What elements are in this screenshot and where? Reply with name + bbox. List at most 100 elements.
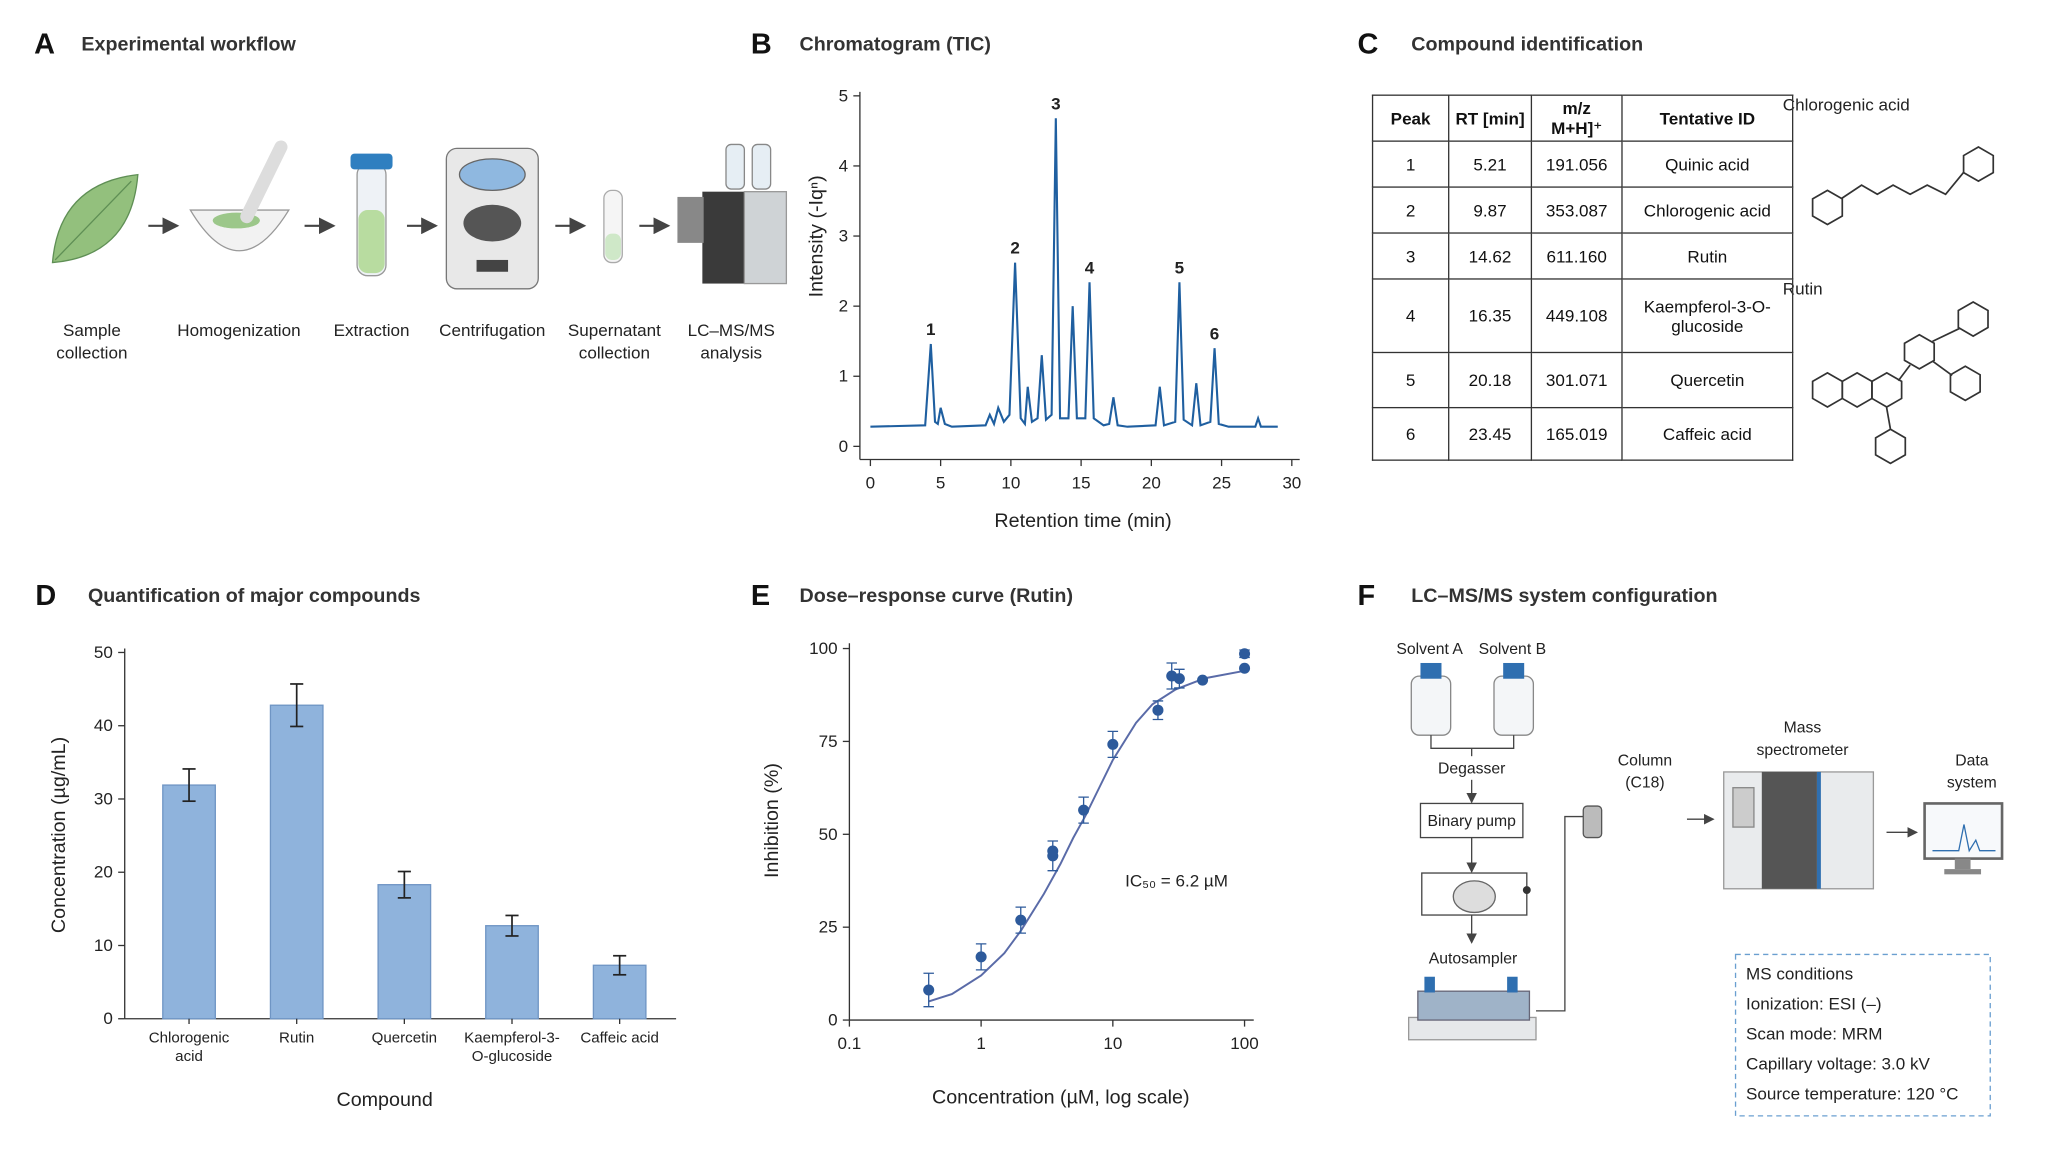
y-tick-label: 10 bbox=[94, 936, 113, 955]
table-cell: Caffeic acid bbox=[1621, 406, 1794, 461]
error-bar bbox=[505, 914, 519, 937]
x-tick-label: 10 bbox=[1103, 1034, 1122, 1053]
y-tick-label: 1 bbox=[839, 367, 848, 386]
table-cell: 14.62 bbox=[1448, 232, 1533, 280]
supernatant bbox=[605, 233, 621, 260]
component-label: Solvent B bbox=[1478, 639, 1547, 658]
tubing bbox=[1535, 815, 1584, 1012]
table-cell: 23.45 bbox=[1448, 406, 1533, 461]
monitor-stand bbox=[1944, 869, 1982, 875]
bottle-icon bbox=[725, 143, 746, 190]
y-axis-title: Concentration (µg/mL) bbox=[48, 737, 70, 933]
system-diagram bbox=[1407, 662, 2004, 1117]
structure-drawing bbox=[1811, 146, 1995, 465]
ring bbox=[1841, 371, 1873, 408]
data-point bbox=[1239, 648, 1251, 660]
data-point bbox=[1197, 674, 1209, 686]
table-cell: 301.071 bbox=[1530, 351, 1623, 409]
peak-label: 4 bbox=[1085, 258, 1095, 277]
table-cell: 16.35 bbox=[1448, 278, 1533, 354]
ring bbox=[1871, 371, 1903, 408]
error-bar bbox=[290, 683, 304, 728]
centrifuge-display bbox=[476, 259, 509, 272]
ring bbox=[1811, 371, 1844, 408]
panel-letter: C bbox=[1357, 29, 1378, 61]
table-row: Peak RT [min] m/z M+H]⁺ Tentative ID bbox=[1371, 94, 1794, 142]
ms-source bbox=[1732, 787, 1755, 828]
data-point bbox=[1078, 804, 1090, 816]
pump-box bbox=[1419, 802, 1524, 839]
table-cell: 165.019 bbox=[1530, 406, 1623, 461]
panel-title: Experimental workflow bbox=[81, 34, 296, 56]
data-point bbox=[1047, 845, 1059, 857]
sample-tray bbox=[1407, 1016, 1537, 1041]
y-tick-label: 0 bbox=[103, 1009, 112, 1028]
x-tick-label: 15 bbox=[1072, 474, 1091, 493]
lcms-module bbox=[702, 191, 745, 284]
table-cell: 611.160 bbox=[1530, 232, 1623, 280]
table-row: 5 20.18 301.071 Quercetin bbox=[1371, 351, 1794, 409]
tube-cap bbox=[350, 153, 393, 170]
bar bbox=[377, 884, 432, 1020]
x-tick-label: Caffeic acid bbox=[580, 1030, 659, 1047]
table-cell: Peak bbox=[1371, 94, 1450, 142]
ms-panel bbox=[1761, 771, 1817, 889]
x-tick-label: 1 bbox=[976, 1034, 985, 1053]
error-bar bbox=[613, 954, 627, 976]
annotation: IC₅₀ = 6.2 µM bbox=[1125, 871, 1228, 890]
x-axis-title: Compound bbox=[336, 1089, 432, 1111]
bond bbox=[1885, 406, 1892, 430]
pestle-icon bbox=[240, 140, 288, 224]
centrifuge-lid bbox=[458, 158, 526, 192]
table-cell: 449.108 bbox=[1530, 278, 1623, 354]
y-tick-label: 0 bbox=[839, 437, 848, 456]
table-row: 1 5.21 191.056 Quinic acid bbox=[1371, 140, 1794, 188]
ring bbox=[1957, 301, 1989, 337]
x-tick-label: 20 bbox=[1142, 474, 1161, 493]
x-tick-label: 0.1 bbox=[838, 1034, 862, 1053]
bond bbox=[1931, 360, 1953, 377]
y-tick-label: 75 bbox=[819, 732, 838, 751]
ring bbox=[1949, 365, 1981, 402]
table-cell: 191.056 bbox=[1530, 140, 1623, 188]
chart-title: Quantification of major compounds bbox=[88, 585, 421, 607]
panel-letter: E bbox=[751, 580, 770, 612]
table-cell: 3 bbox=[1371, 232, 1450, 280]
bar bbox=[485, 925, 539, 1020]
structure-label: Chlorogenic acid bbox=[1783, 96, 1910, 115]
autosampler-head bbox=[1452, 880, 1496, 914]
component-label: Autosampler bbox=[1428, 949, 1518, 968]
column-icon bbox=[1582, 805, 1603, 839]
tubing bbox=[1430, 735, 1515, 749]
solvent-bottle bbox=[1410, 675, 1452, 736]
chromatogram-line bbox=[870, 118, 1278, 428]
x-tick-label: Quercetin bbox=[371, 1030, 438, 1047]
table-row: 4 16.35 449.108 Kaempferol-3-O-glucoside bbox=[1371, 278, 1794, 354]
y-tick-label: 25 bbox=[819, 918, 838, 937]
panel-title: Compound identification bbox=[1411, 34, 1643, 56]
peak-label: 3 bbox=[1051, 94, 1060, 113]
y-tick-label: 4 bbox=[839, 156, 848, 175]
table-cell: 5 bbox=[1371, 351, 1450, 409]
panel-letter: A bbox=[34, 29, 55, 61]
x-tick-label: Kaempferol-3-O-glucoside bbox=[464, 1030, 560, 1065]
table-cell: Quercetin bbox=[1621, 351, 1794, 409]
component-label: Data system bbox=[1946, 750, 1997, 792]
table-cell: Rutin bbox=[1621, 232, 1794, 280]
step-label: Sample collection bbox=[56, 320, 128, 363]
table-cell: m/z M+H]⁺ bbox=[1530, 94, 1623, 142]
x-axis-title: Concentration (µM, log scale) bbox=[932, 1087, 1190, 1109]
x-tick-label: Chlorogenic acid bbox=[148, 1030, 230, 1065]
port bbox=[1522, 886, 1531, 895]
y-tick-label: 2 bbox=[839, 297, 848, 316]
x-tick-label: 0 bbox=[866, 474, 875, 493]
structure-label: Rutin bbox=[1783, 279, 1823, 298]
table-cell: Tentative ID bbox=[1621, 94, 1794, 142]
bond bbox=[1932, 327, 1961, 343]
table-cell: RT [min] bbox=[1448, 94, 1533, 142]
table-cell: 9.87 bbox=[1448, 186, 1533, 234]
data-point bbox=[1239, 662, 1251, 674]
panel-title: LC–MS/MS system configuration bbox=[1411, 585, 1717, 607]
panel-letter: D bbox=[35, 580, 56, 612]
